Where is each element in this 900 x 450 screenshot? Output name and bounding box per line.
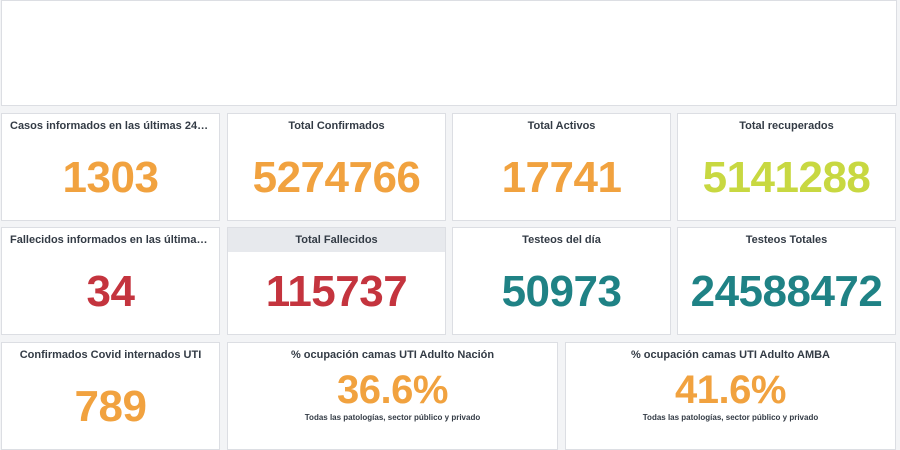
panel-title: Total Activos bbox=[527, 120, 596, 132]
panel-title: Confirmados Covid internados UTI bbox=[19, 349, 202, 361]
stat-value: 1303 bbox=[62, 153, 159, 202]
panel-total-confirmados[interactable]: Total Confirmados 5274766 bbox=[227, 113, 446, 221]
panel-total-fallecidos[interactable]: Total Fallecidos 115737 bbox=[227, 227, 446, 335]
stat-value: 24588472 bbox=[690, 267, 883, 316]
panel-casos-24h[interactable]: Casos informados en las últimas 24 Hs 13… bbox=[1, 113, 220, 221]
stat-value: 115737 bbox=[265, 267, 408, 316]
panel-total-activos[interactable]: Total Activos 17741 bbox=[452, 113, 671, 221]
panel-subtitle: Todas las patologías, sector público y p… bbox=[642, 413, 819, 422]
top-empty-panel bbox=[1, 0, 897, 106]
panel-title: Total Fallecidos bbox=[228, 228, 445, 252]
panel-title: Fallecidos informados en las últimas ... bbox=[10, 234, 215, 246]
stat-value: 50973 bbox=[501, 267, 622, 316]
panel-title: Total recuperados bbox=[739, 120, 834, 132]
stat-value: 34 bbox=[86, 267, 135, 316]
stat-value: 36.6% bbox=[337, 368, 448, 412]
panel-ocupacion-nacion[interactable]: % ocupación camas UTI Adulto Nación 36.6… bbox=[227, 342, 558, 450]
panel-title: Total Confirmados bbox=[288, 120, 385, 132]
panel-total-recuperados[interactable]: Total recuperados 5141288 bbox=[677, 113, 896, 221]
panel-title: Testeos del día bbox=[522, 234, 601, 246]
stat-value: 17741 bbox=[501, 153, 622, 202]
panel-title: Testeos Totales bbox=[745, 234, 828, 246]
stat-value: 5141288 bbox=[702, 153, 871, 202]
panel-testeos-totales[interactable]: Testeos Totales 24588472 bbox=[677, 227, 896, 335]
panel-ocupacion-amba[interactable]: % ocupación camas UTI Adulto AMBA 41.6% … bbox=[565, 342, 896, 450]
panel-title: Casos informados en las últimas 24 Hs bbox=[10, 120, 215, 132]
stat-value: 789 bbox=[74, 382, 147, 431]
panel-fallecidos-24h[interactable]: Fallecidos informados en las últimas ...… bbox=[1, 227, 220, 335]
panel-title: % ocupación camas UTI Adulto Nación bbox=[290, 349, 495, 361]
panel-internados-uti[interactable]: Confirmados Covid internados UTI 789 bbox=[1, 342, 220, 450]
stat-value: 41.6% bbox=[675, 368, 786, 412]
stat-value: 5274766 bbox=[252, 153, 421, 202]
panel-testeos-dia[interactable]: Testeos del día 50973 bbox=[452, 227, 671, 335]
panel-title: % ocupación camas UTI Adulto AMBA bbox=[630, 349, 831, 361]
panel-subtitle: Todas las patologías, sector público y p… bbox=[304, 413, 481, 422]
